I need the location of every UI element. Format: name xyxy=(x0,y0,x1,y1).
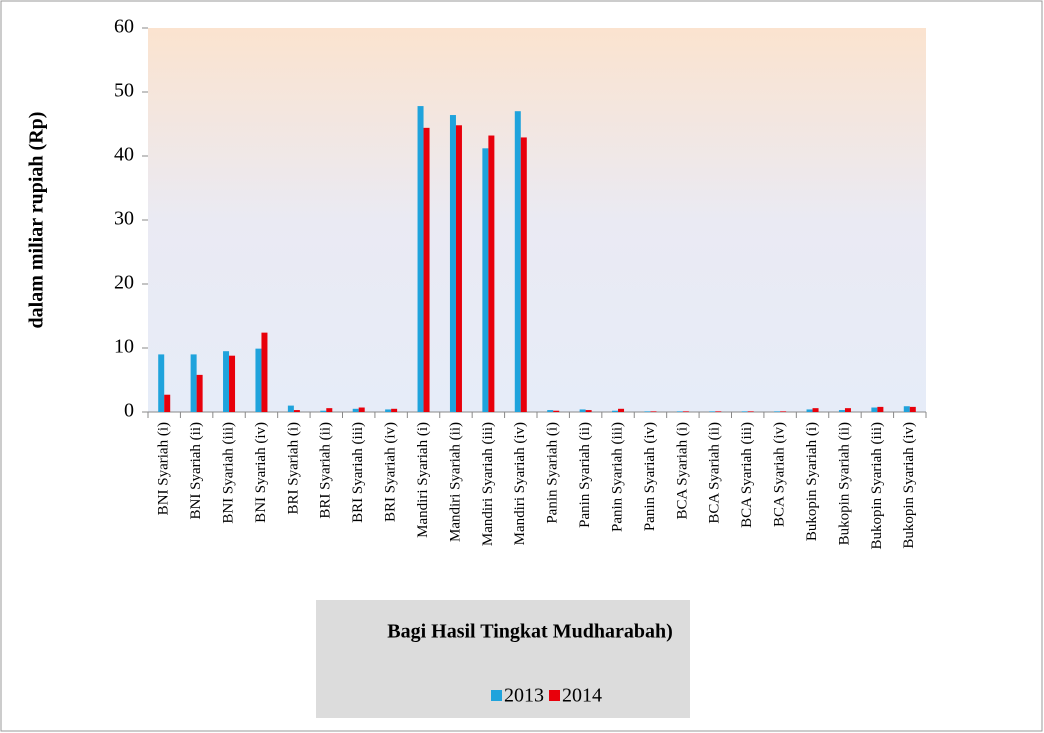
bar xyxy=(417,106,424,412)
bar xyxy=(385,409,392,412)
bar xyxy=(715,411,722,412)
plot-area xyxy=(148,28,926,412)
x-tick-label: BCA Syariah (i) xyxy=(674,422,690,520)
x-tick-label: Bukopin Syariah (iv) xyxy=(901,422,917,549)
x-tick-label: Mandiri Syariah (iv) xyxy=(512,422,528,545)
legend-label: 2013 xyxy=(504,685,544,707)
x-tick-label: Bukopin Syariah (ii) xyxy=(836,422,852,545)
legend-swatch xyxy=(491,690,502,701)
y-tick-label: 40 xyxy=(114,144,134,166)
x-tick-label: BRI Syariah (i) xyxy=(285,422,301,514)
x-tick-label: Panin Syariah (ii) xyxy=(577,422,593,528)
y-tick-label: 10 xyxy=(114,336,134,358)
bar xyxy=(520,137,527,412)
bar xyxy=(903,406,910,412)
y-tick-label: 60 xyxy=(114,16,134,38)
x-tick-label: Panin Syariah (iii) xyxy=(609,422,625,532)
bar xyxy=(229,355,236,412)
bar xyxy=(449,115,456,412)
bar xyxy=(514,111,521,412)
bar xyxy=(780,411,787,412)
bar xyxy=(676,411,683,412)
bar xyxy=(579,409,586,412)
bar xyxy=(488,135,495,412)
x-tick-label: BNI Syariah (iv) xyxy=(253,422,269,523)
x-tick-label: Bukopin Syariah (iii) xyxy=(869,422,885,550)
y-axis-title: dalam miliar rupiah (Rp) xyxy=(26,112,48,329)
bar xyxy=(352,408,359,412)
x-tick-label: BRI Syariah (ii) xyxy=(318,422,334,519)
x-tick-label: BNI Syariah (ii) xyxy=(188,422,204,519)
bar xyxy=(261,332,268,412)
bar xyxy=(806,409,813,412)
bar xyxy=(358,407,365,412)
legend-backdrop xyxy=(316,600,690,718)
bar xyxy=(871,407,878,412)
bar xyxy=(682,411,689,412)
x-tick-label: BRI Syariah (iii) xyxy=(350,422,366,523)
bar xyxy=(612,410,619,412)
x-tick-label: BRI Syariah (iv) xyxy=(383,422,399,522)
bar xyxy=(877,406,884,412)
x-axis-title: Bagi Hasil Tingkat Mudharabah) xyxy=(387,621,672,643)
bar xyxy=(293,410,300,412)
x-tick-label: Bukopin Syariah (i) xyxy=(804,422,820,541)
bar xyxy=(618,408,625,412)
bar xyxy=(741,411,748,412)
y-tick-label: 30 xyxy=(114,208,134,230)
bar xyxy=(909,406,916,412)
bar xyxy=(320,410,327,412)
bar xyxy=(747,411,754,412)
bar xyxy=(774,411,781,412)
bar xyxy=(255,348,262,412)
bar xyxy=(709,411,716,412)
x-tick-label: BNI Syariah (i) xyxy=(156,422,172,515)
bar xyxy=(223,351,230,412)
bar xyxy=(482,148,489,412)
legend-swatch xyxy=(549,690,560,701)
bar xyxy=(423,127,430,412)
x-tick-label: BNI Syariah (iii) xyxy=(220,422,236,524)
bar xyxy=(455,125,462,412)
y-tick-label: 50 xyxy=(114,80,134,102)
x-tick-label: BCA Syariah (ii) xyxy=(707,422,723,524)
bar xyxy=(547,410,554,412)
bar xyxy=(326,408,333,412)
bar xyxy=(585,410,592,412)
x-tick-label: Panin Syariah (iv) xyxy=(642,422,658,531)
x-tick-label: Mandiri Syariah (i) xyxy=(415,422,431,538)
bar xyxy=(190,354,197,412)
legend-label: 2014 xyxy=(562,685,602,707)
x-tick-label: Panin Syariah (i) xyxy=(545,422,561,524)
bar xyxy=(644,411,651,412)
bar xyxy=(812,408,819,412)
x-tick-label: Mandiri Syariah (ii) xyxy=(447,422,463,542)
bar xyxy=(553,410,560,412)
bar xyxy=(196,374,203,412)
bar xyxy=(164,394,171,412)
bar xyxy=(391,408,398,412)
bar xyxy=(287,405,294,412)
y-tick-label: 0 xyxy=(124,400,134,422)
bar xyxy=(844,408,851,412)
bar xyxy=(158,354,165,412)
bar xyxy=(838,410,845,412)
x-tick-label: BCA Syariah (iv) xyxy=(772,422,788,527)
bar xyxy=(650,411,657,412)
x-tick-label: BCA Syariah (iii) xyxy=(739,422,755,528)
y-tick-label: 20 xyxy=(114,272,134,294)
x-tick-label: Mandiri Syariah (iii) xyxy=(480,422,496,546)
